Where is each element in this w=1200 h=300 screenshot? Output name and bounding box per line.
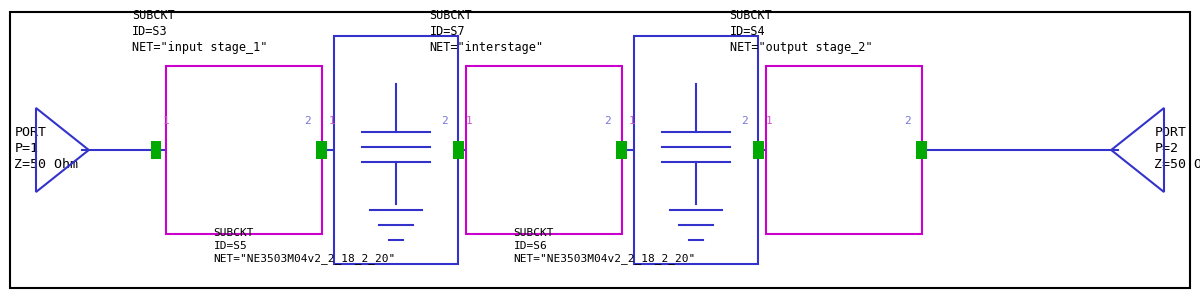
Bar: [766, 66, 922, 234]
Text: 1: 1: [163, 116, 170, 126]
Text: 1: 1: [466, 116, 473, 126]
Text: 2: 2: [304, 116, 311, 126]
Bar: [166, 66, 322, 234]
Text: PORT
P=2
Z=50 Ohm: PORT P=2 Z=50 Ohm: [1154, 126, 1200, 171]
Bar: [754, 141, 764, 159]
Text: 2: 2: [740, 116, 748, 126]
Bar: [917, 141, 928, 159]
Text: SUBCKT
ID=S4
NET="output stage_2": SUBCKT ID=S4 NET="output stage_2": [730, 9, 872, 54]
Text: 2: 2: [904, 116, 911, 126]
Text: 1: 1: [766, 116, 773, 126]
Bar: [317, 141, 326, 159]
Text: PORT
P=1
Z=50 Ohm: PORT P=1 Z=50 Ohm: [14, 126, 78, 171]
Text: 2: 2: [440, 116, 448, 126]
Bar: [151, 141, 161, 159]
Text: 1: 1: [329, 116, 336, 126]
Text: SUBCKT
ID=S5
NET="NE3503M04v2_2_18_2_20": SUBCKT ID=S5 NET="NE3503M04v2_2_18_2_20": [214, 228, 396, 264]
Text: SUBCKT
ID=S3
NET="input stage_1": SUBCKT ID=S3 NET="input stage_1": [132, 9, 268, 54]
Bar: [466, 66, 622, 234]
Text: SUBCKT
ID=S7
NET="interstage": SUBCKT ID=S7 NET="interstage": [430, 9, 544, 54]
Bar: [634, 36, 758, 264]
Text: 1: 1: [629, 116, 636, 126]
Text: SUBCKT
ID=S6
NET="NE3503M04v2_2_18_2_20": SUBCKT ID=S6 NET="NE3503M04v2_2_18_2_20": [514, 228, 696, 264]
Bar: [454, 141, 463, 159]
Text: 2: 2: [604, 116, 611, 126]
Bar: [617, 141, 628, 159]
Bar: [334, 36, 458, 264]
